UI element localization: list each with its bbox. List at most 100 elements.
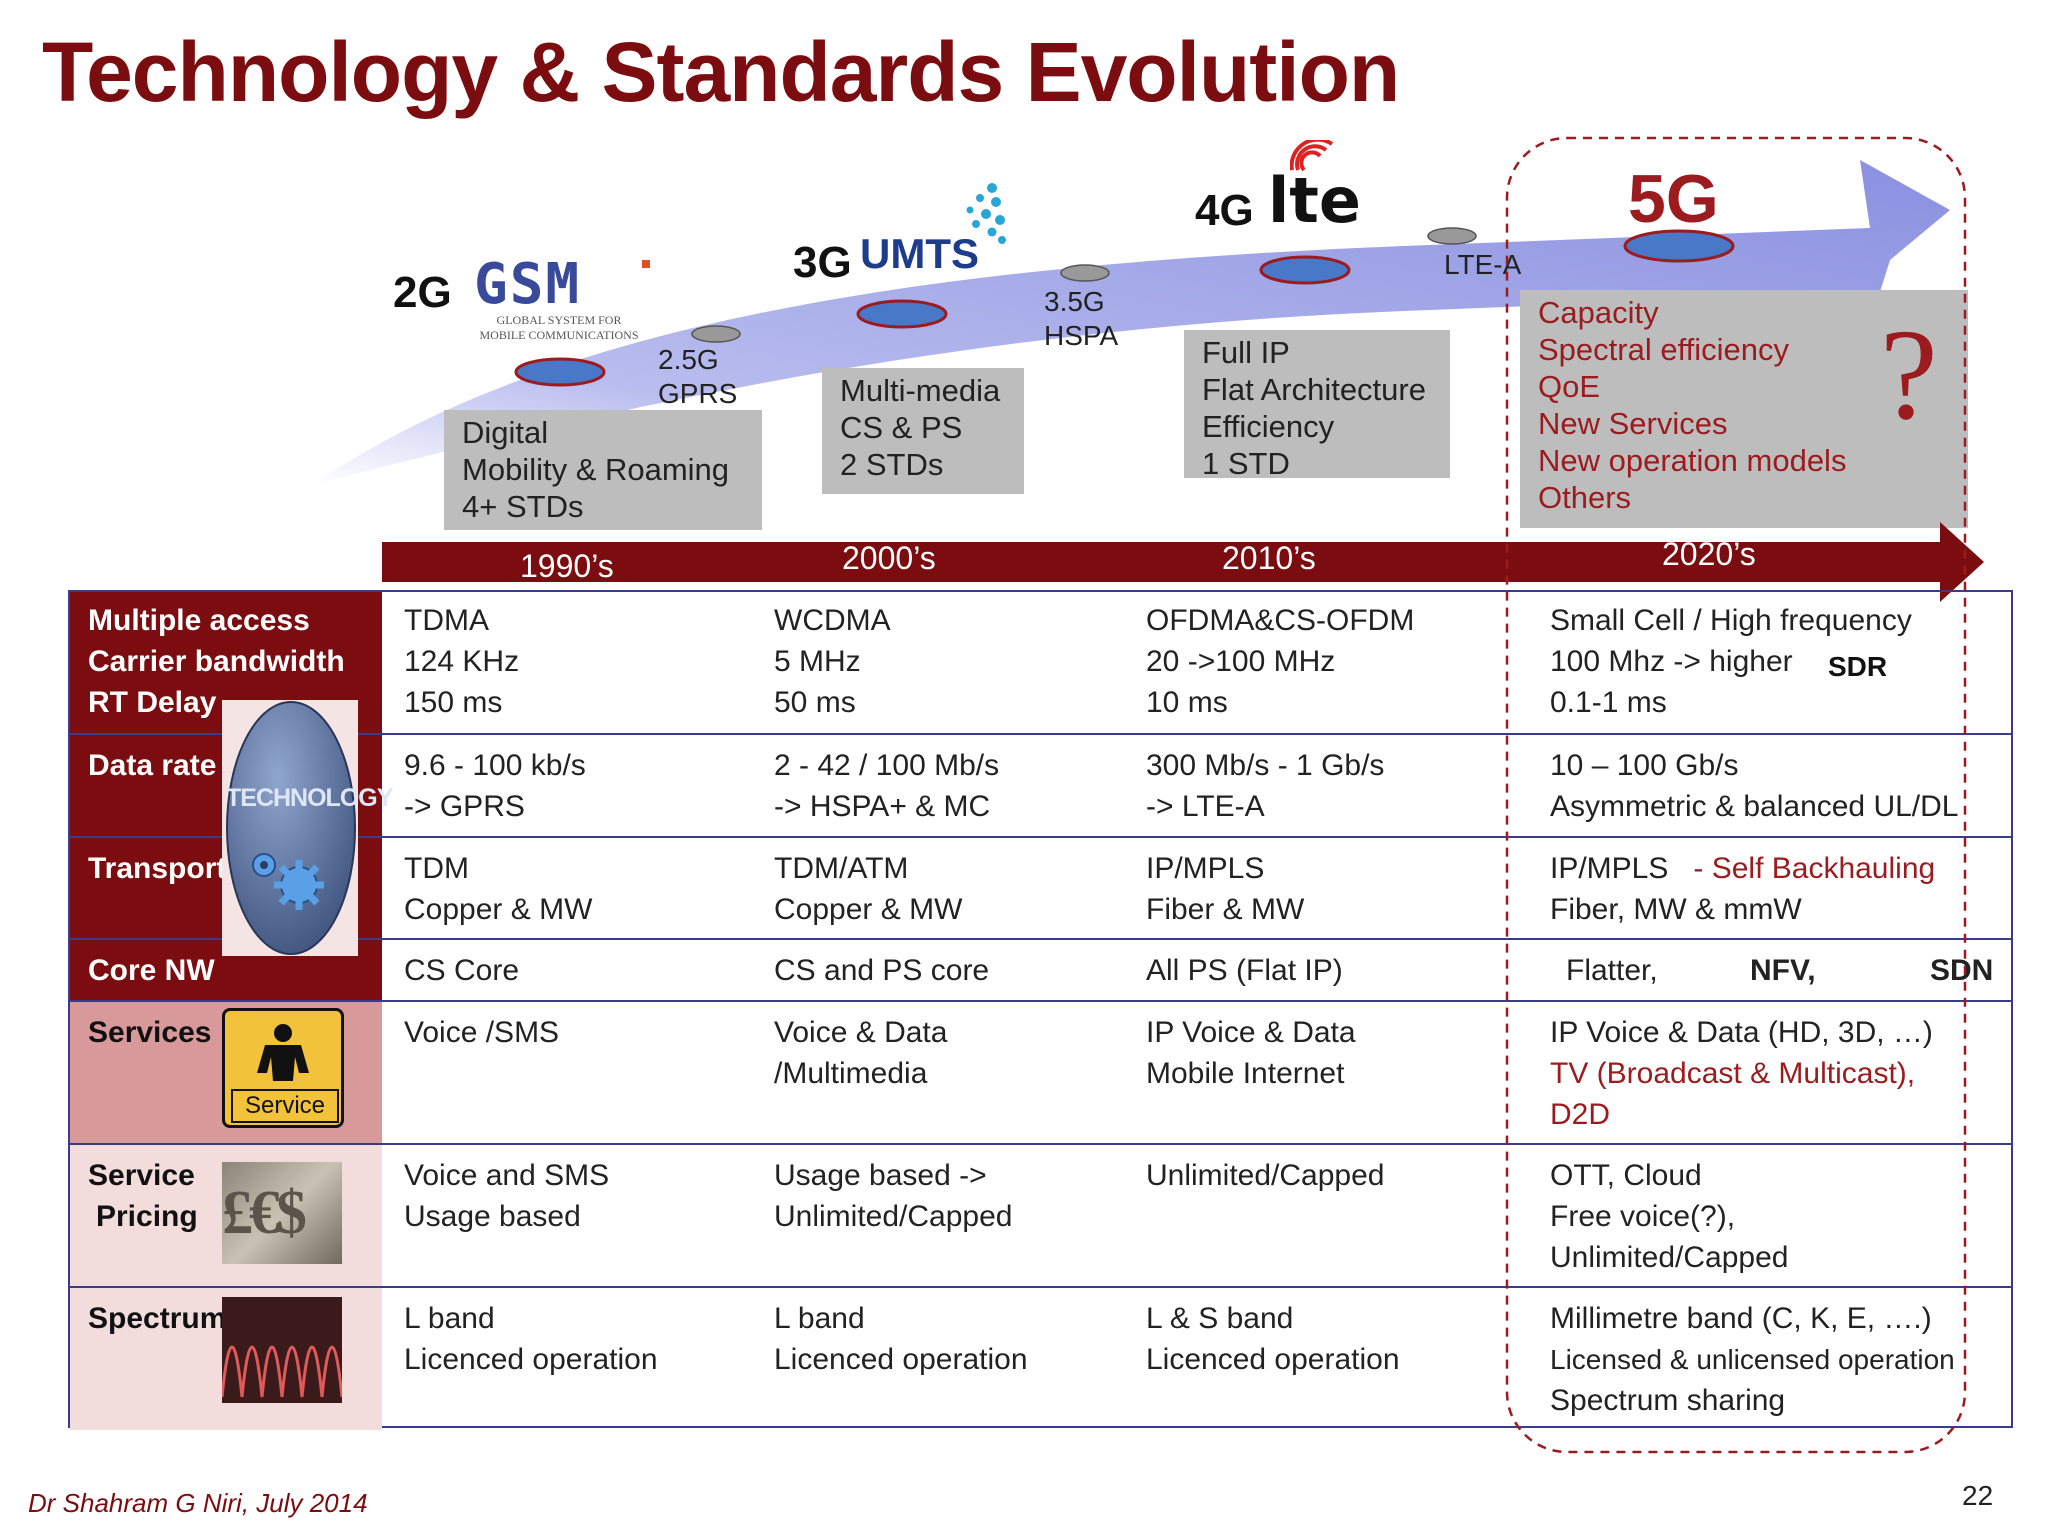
label-5g: 5G [1628, 161, 1719, 237]
cell-line: D2D [1550, 1098, 1611, 1131]
label-2.5g: 2.5G [658, 344, 719, 375]
cell-transport-2g: TDM Copper & MW [404, 848, 592, 930]
lte-signal-icon [1290, 140, 1334, 172]
self-backhauling-text: - Self Backhauling [1693, 852, 1936, 885]
cell-line: -> HSPA+ & MC [774, 790, 991, 823]
box-5g-line: QoE [1538, 369, 1601, 404]
box-3g-line: Multi-media [840, 373, 1001, 408]
cell-transport-5g: IP/MPLS - Self Backhauling Fiber, MW & m… [1550, 848, 1935, 930]
row-divider [68, 1000, 2013, 1002]
row-divider [68, 1286, 2013, 1288]
comparison-table [68, 590, 2013, 1428]
cell-line: Usage based [404, 1200, 581, 1233]
cell-services-2g: Voice /SMS [404, 1012, 559, 1053]
row-label: Data rate [88, 749, 217, 782]
cell-line: OFDMA&CS-OFDM [1146, 604, 1415, 637]
currency-icon: £€$ [222, 1162, 342, 1264]
cell-datarate-3g: 2 - 42 / 100 Mb/s -> HSPA+ & MC [774, 745, 999, 827]
5g-highlight-outline [1505, 136, 1967, 1454]
row-label: Multiple access [88, 604, 310, 637]
cell-line: 100 Mhz -> higher [1550, 645, 1793, 678]
page-number: 22 [1962, 1480, 1994, 1511]
cell-access-5g: Small Cell / High frequency 100 Mhz -> h… [1550, 600, 1912, 723]
box-2g: Digital Mobility & Roaming 4+ STDs [444, 410, 762, 530]
cell-line: Free voice(?), [1550, 1200, 1736, 1233]
umts-logo-dots [966, 183, 1006, 244]
cell-services-5g: IP Voice & Data (HD, 3D, …) TV (Broadcas… [1550, 1012, 1933, 1135]
question-mark: ? [1880, 303, 1938, 447]
row-label: Service [88, 1159, 195, 1192]
cell-line: 10 – 100 Gb/s [1550, 749, 1739, 782]
cell-line: Licenced operation [1146, 1343, 1400, 1376]
row-label: Pricing [96, 1200, 198, 1233]
row-divider [68, 836, 2013, 838]
person-icon [257, 1024, 309, 1081]
cell-line: WCDMA [774, 604, 891, 637]
row-label: Services [88, 1016, 212, 1049]
row-label: Spectrum [88, 1302, 227, 1335]
cell-line: OTT, Cloud [1550, 1159, 1702, 1192]
gsm-logo: GSM GLOBAL SYSTEM FOR MOBILE COMMUNICATI… [474, 252, 650, 343]
cell-line: 124 KHz [404, 645, 520, 678]
cell-line: 9.6 - 100 kb/s [404, 749, 586, 782]
cell-line: Millimetre band (C, K, E, ….) [1550, 1302, 1932, 1335]
box-5g-line: Capacity [1538, 295, 1659, 330]
cell-line: TV (Broadcast & Multicast), [1550, 1057, 1916, 1090]
cell-line: L band [404, 1302, 495, 1335]
cell-access-3g: WCDMA 5 MHz 50 ms [774, 600, 891, 723]
umts-logo: UMTS [860, 230, 979, 277]
cell-transport-3g: TDM/ATM Copper & MW [774, 848, 962, 930]
cell-line: Licenced operation [774, 1343, 1028, 1376]
cell-line: 50 ms [774, 686, 856, 719]
decade-2000s: 2000’s [842, 540, 936, 576]
cell-line: Spectrum sharing [1550, 1384, 1786, 1417]
cell-line: L & S band [1146, 1302, 1294, 1335]
cell-line: 0.1-1 ms [1550, 686, 1667, 719]
label-2g: 2G [393, 268, 452, 317]
cell-line: Voice & Data [774, 1016, 948, 1049]
cell-line: 10 ms [1146, 686, 1228, 719]
row-label: Core NW [88, 954, 215, 987]
decade-2020s: 2020’s [1662, 536, 1756, 572]
row-label: Carrier bandwidth [88, 645, 345, 678]
milestone-4g [1259, 255, 1351, 285]
cell-spectrum-5g: Millimetre band (C, K, E, ….) Licensed &… [1550, 1298, 1955, 1421]
milestone-5g [1623, 229, 1735, 263]
cell-line: L band [774, 1302, 865, 1335]
row-divider [68, 733, 2013, 735]
gsm-tagline-1: GLOBAL SYSTEM FOR [496, 313, 622, 327]
decade-2010s: 2010’s [1222, 540, 1316, 576]
milestone-2.5g [691, 325, 741, 343]
cell-datarate-5g: 10 – 100 Gb/s Asymmetric & balanced UL/D… [1550, 745, 1959, 827]
row-label: Transport [88, 852, 227, 885]
decade-1990s: 1990’s [520, 548, 614, 584]
cell-line: Asymmetric & balanced UL/DL [1550, 790, 1959, 823]
box-4g-line: Full IP [1202, 335, 1290, 370]
cell-line: Unlimited/Capped [1550, 1241, 1789, 1274]
box-3g-line: 2 STDs [840, 447, 944, 482]
cell-line: Voice and SMS [404, 1159, 610, 1192]
box-5g-line: Spectral efficiency [1538, 332, 1789, 367]
cell-line: 5 MHz [774, 645, 861, 678]
currency-symbols: £€$ [222, 1179, 307, 1247]
cell-line: Unlimited/Capped [774, 1200, 1013, 1233]
cell-core-5g-nfv: NFV, [1750, 954, 1816, 987]
footer-author: Dr Shahram G Niri, July 2014 [28, 1488, 368, 1518]
box-2g-line: Mobility & Roaming [462, 452, 730, 487]
service-icon: Service [222, 1008, 344, 1128]
cell-line: Fiber & MW [1146, 893, 1305, 926]
cell-spectrum-2g: L band Licenced operation [404, 1298, 658, 1380]
milestone-3g [856, 299, 948, 329]
cell-line: Usage based -> [774, 1159, 987, 1192]
box-4g: Full IP Flat Architecture Efficiency 1 S… [1184, 330, 1450, 481]
cell-line: TDMA [404, 604, 489, 637]
cell-datarate-4g: 300 Mb/s - 1 Gb/s -> LTE-A [1146, 745, 1384, 827]
gsm-logo-text: GSM [474, 252, 582, 317]
cell-text: IP/MPLS [1550, 852, 1669, 885]
cell-pricing-4g: Unlimited/Capped [1146, 1155, 1384, 1196]
sdr-label: SDR [1828, 651, 1888, 682]
label-lte-a: LTE-A [1444, 249, 1522, 280]
box-5g-line: Others [1538, 480, 1632, 515]
milestone-lte-a [1427, 227, 1477, 245]
cell-core-4g: All PS (Flat IP) [1146, 954, 1343, 987]
